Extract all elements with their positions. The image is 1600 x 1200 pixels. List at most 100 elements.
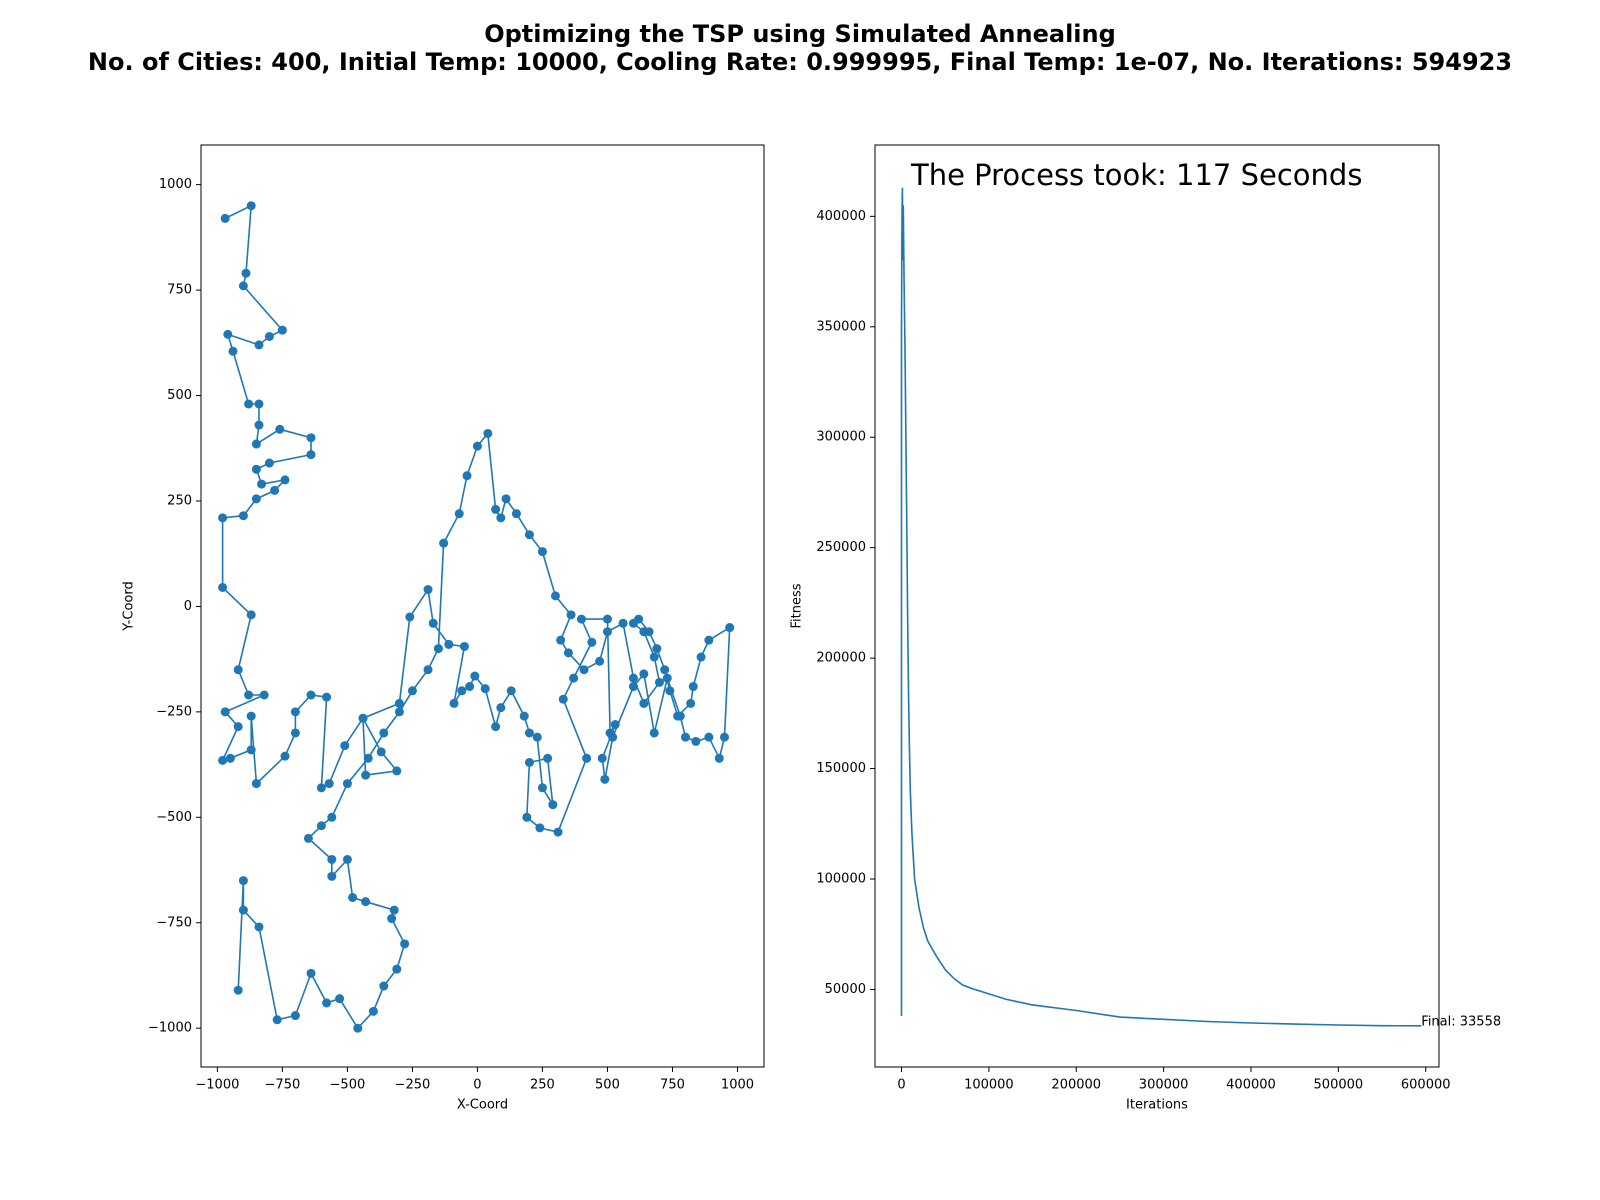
city-marker — [322, 692, 332, 702]
city-marker — [246, 711, 256, 721]
city-marker — [348, 892, 358, 902]
city-marker — [275, 424, 285, 434]
city-marker — [595, 656, 605, 666]
x-tick-label: −500 — [330, 1078, 366, 1093]
y-tick-label: −1000 — [148, 1021, 192, 1036]
city-marker — [306, 690, 316, 700]
city-marker — [537, 547, 547, 557]
city-marker — [602, 614, 612, 624]
city-marker — [327, 812, 337, 822]
city-marker — [543, 753, 553, 763]
city-marker — [270, 485, 280, 495]
city-marker — [340, 741, 350, 751]
city-marker — [218, 513, 228, 523]
city-marker — [602, 627, 612, 637]
city-marker — [254, 399, 264, 409]
city-marker — [220, 213, 230, 223]
x-axis-label: Iterations — [1126, 1098, 1188, 1113]
x-tick-label: 250 — [530, 1078, 555, 1093]
city-marker — [241, 268, 251, 278]
y-tick-label: 100000 — [816, 872, 866, 887]
y-axis-label: Y-Coord — [122, 581, 137, 631]
city-marker — [272, 1015, 282, 1025]
city-marker — [665, 686, 675, 696]
city-marker — [519, 711, 529, 721]
city-marker — [379, 981, 389, 991]
city-marker — [639, 698, 649, 708]
x-tick-label: 200000 — [1051, 1078, 1101, 1093]
city-marker — [454, 509, 464, 519]
city-marker — [444, 639, 454, 649]
city-marker — [290, 728, 300, 738]
y-axis-label: Fitness — [790, 583, 805, 628]
city-marker — [556, 635, 566, 645]
city-marker — [327, 871, 337, 881]
city-marker — [639, 669, 649, 679]
city-marker — [264, 331, 274, 341]
axes-frame — [200, 144, 765, 1068]
city-marker — [501, 494, 511, 504]
city-marker — [587, 637, 597, 647]
city-marker — [511, 509, 521, 519]
route-line — [221, 204, 731, 1030]
city-marker — [306, 450, 316, 460]
city-marker — [389, 905, 399, 915]
city-marker — [704, 732, 714, 742]
y-tick-label: 750 — [167, 283, 192, 298]
city-marker — [316, 821, 326, 831]
annotation: The Process took: 117 Seconds — [910, 158, 1362, 192]
city-marker — [246, 610, 256, 620]
x-tick-label: 1000 — [721, 1078, 754, 1093]
city-marker — [264, 458, 274, 468]
x-tick-label: −250 — [395, 1078, 431, 1093]
y-tick-label: 250 — [167, 493, 192, 508]
city-marker — [251, 494, 261, 504]
axes-frame — [874, 144, 1440, 1068]
x-tick-label: −750 — [265, 1078, 301, 1093]
city-marker — [654, 677, 664, 687]
city-marker — [316, 783, 326, 793]
city-marker — [238, 876, 248, 886]
city-marker — [628, 618, 638, 628]
city-marker — [618, 618, 628, 628]
subtitle: No. of Cities: 400, Initial Temp: 10000,… — [88, 48, 1512, 76]
city-marker — [290, 707, 300, 717]
city-marker — [462, 471, 472, 481]
city-marker — [342, 779, 352, 789]
city-marker — [244, 690, 254, 700]
city-marker — [246, 745, 256, 755]
y-tick-label: 150000 — [816, 761, 866, 776]
city-marker — [608, 732, 618, 742]
city-marker — [306, 968, 316, 978]
city-marker — [392, 766, 402, 776]
city-marker — [342, 854, 352, 864]
city-marker — [576, 614, 586, 624]
city-marker — [719, 732, 729, 742]
city-marker — [704, 635, 714, 645]
city-marker — [423, 665, 433, 675]
city-marker — [361, 897, 371, 907]
city-marker — [691, 736, 701, 746]
city-marker — [673, 711, 683, 721]
y-tick-label: 350000 — [816, 319, 866, 334]
city-marker — [639, 627, 649, 637]
x-tick-label: 300000 — [1139, 1078, 1189, 1093]
city-marker — [218, 582, 228, 592]
city-marker — [392, 964, 402, 974]
city-marker — [566, 610, 576, 620]
city-marker — [524, 728, 534, 738]
city-marker — [433, 644, 443, 654]
city-marker — [597, 753, 607, 763]
city-marker — [277, 325, 287, 335]
city-marker — [480, 684, 490, 694]
city-marker — [251, 439, 261, 449]
city-marker — [379, 728, 389, 738]
city-marker — [579, 665, 589, 675]
city-marker — [457, 686, 467, 696]
y-tick-label: −750 — [156, 915, 192, 930]
city-marker — [496, 513, 506, 523]
city-marker — [238, 511, 248, 521]
city-marker — [449, 698, 459, 708]
city-marker — [254, 420, 264, 430]
city-marker — [649, 652, 659, 662]
